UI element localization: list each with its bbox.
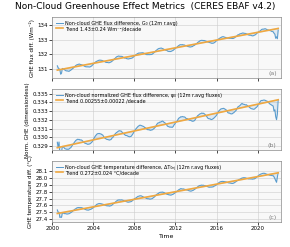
Y-axis label: Norm. GHE (dimensionless): Norm. GHE (dimensionless) bbox=[25, 82, 30, 158]
Non-cloud GHE flux difference, G₀ (12m r.avg) bbox=[276, 29, 280, 32]
Line: Non-cloud GHE flux difference, G₀ (12m r.avg): Non-cloud GHE flux difference, G₀ (12m r… bbox=[57, 29, 278, 74]
Non-cloud normalized GHE flux difference, φ₀ (12m r.avg fluxes) bbox=[139, 124, 143, 127]
Non-cloud normalized GHE flux difference, φ₀ (12m r.avg fluxes) bbox=[151, 128, 155, 131]
Trend 0.00255±0.00022 /decade bbox=[128, 130, 131, 133]
Trend 0.272±0.024 °C/decade bbox=[128, 199, 131, 202]
Trend 0.272±0.024 °C/decade bbox=[61, 211, 65, 214]
Trend 1.43±0.24 Wm⁻²/decade bbox=[139, 53, 142, 56]
Trend 0.00255±0.00022 /decade bbox=[182, 119, 185, 122]
Non-cloud GHE flux difference, G₀ (12m r.avg) bbox=[56, 64, 59, 67]
Text: Non-Cloud Greenhouse Effect Metrics  (CERES EBAF v4.2): Non-Cloud Greenhouse Effect Metrics (CER… bbox=[15, 2, 275, 11]
Trend 0.00255±0.00022 /decade bbox=[139, 128, 142, 131]
Trend 0.00255±0.00022 /decade bbox=[276, 98, 280, 101]
Y-axis label: GHE temperature diff. (°C): GHE temperature diff. (°C) bbox=[28, 155, 33, 228]
Trend 1.43±0.24 Wm⁻²/decade bbox=[61, 67, 65, 70]
Trend 0.00255±0.00022 /decade bbox=[194, 116, 198, 119]
Trend 0.00255±0.00022 /decade bbox=[56, 146, 59, 149]
Non-cloud GHE temperature difference, ΔT₀ₙⱼ (12m r.avg fluxes) bbox=[58, 216, 61, 219]
Trend 1.43±0.24 Wm⁻²/decade bbox=[56, 69, 59, 72]
Non-cloud normalized GHE flux difference, φ₀ (12m r.avg fluxes) bbox=[182, 115, 186, 118]
Trend 0.272±0.024 °C/decade bbox=[276, 171, 280, 174]
Trend 0.272±0.024 °C/decade bbox=[182, 189, 185, 192]
Trend 1.43±0.24 Wm⁻²/decade bbox=[194, 42, 198, 45]
Non-cloud GHE flux difference, G₀ (12m r.avg) bbox=[195, 42, 198, 45]
X-axis label: Time: Time bbox=[159, 234, 175, 239]
Trend 0.272±0.024 °C/decade bbox=[194, 186, 198, 189]
Y-axis label: GHE flux diff. (Wm⁻²): GHE flux diff. (Wm⁻²) bbox=[29, 19, 35, 77]
Line: Trend 0.272±0.024 °C/decade: Trend 0.272±0.024 °C/decade bbox=[57, 173, 278, 213]
Non-cloud GHE flux difference, G₀ (12m r.avg) bbox=[263, 27, 267, 30]
Non-cloud GHE temperature difference, ΔT₀ₙⱼ (12m r.avg fluxes) bbox=[195, 186, 198, 189]
Non-cloud GHE temperature difference, ΔT₀ₙⱼ (12m r.avg fluxes) bbox=[129, 200, 132, 203]
Non-cloud normalized GHE flux difference, φ₀ (12m r.avg fluxes) bbox=[62, 146, 66, 149]
Non-cloud GHE flux difference, G₀ (12m r.avg) bbox=[139, 51, 143, 54]
Non-cloud GHE flux difference, G₀ (12m r.avg) bbox=[62, 68, 66, 71]
Line: Trend 0.00255±0.00022 /decade: Trend 0.00255±0.00022 /decade bbox=[57, 100, 278, 148]
Text: (a): (a) bbox=[268, 71, 277, 76]
Non-cloud GHE temperature difference, ΔT₀ₙⱼ (12m r.avg fluxes) bbox=[151, 196, 155, 199]
Non-cloud normalized GHE flux difference, φ₀ (12m r.avg fluxes) bbox=[195, 116, 198, 119]
Trend 0.00255±0.00022 /decade bbox=[61, 145, 65, 148]
Legend: Non-cloud GHE flux difference, G₀ (12m r.avg), Trend 1.43±0.24 Wm⁻²/decade: Non-cloud GHE flux difference, G₀ (12m r… bbox=[55, 20, 178, 32]
Non-cloud GHE flux difference, G₀ (12m r.avg) bbox=[182, 43, 186, 46]
Non-cloud GHE flux difference, G₀ (12m r.avg) bbox=[129, 57, 132, 60]
Text: (c): (c) bbox=[269, 215, 277, 220]
Trend 0.272±0.024 °C/decade bbox=[151, 195, 154, 198]
Non-cloud normalized GHE flux difference, φ₀ (12m r.avg fluxes) bbox=[276, 98, 280, 101]
Non-cloud GHE temperature difference, ΔT₀ₙⱼ (12m r.avg fluxes) bbox=[182, 188, 186, 191]
Non-cloud GHE temperature difference, ΔT₀ₙⱼ (12m r.avg fluxes) bbox=[62, 212, 66, 215]
Trend 0.00255±0.00022 /decade bbox=[151, 126, 154, 129]
Trend 1.43±0.24 Wm⁻²/decade bbox=[128, 55, 131, 58]
Non-cloud normalized GHE flux difference, φ₀ (12m r.avg fluxes) bbox=[56, 141, 59, 144]
Non-cloud GHE temperature difference, ΔT₀ₙⱼ (12m r.avg fluxes) bbox=[276, 171, 280, 174]
Text: (b): (b) bbox=[268, 143, 277, 148]
Legend: Non-cloud GHE temperature difference, ΔT₀ₙⱼ (12m r.avg fluxes), Trend 0.272±0.02: Non-cloud GHE temperature difference, ΔT… bbox=[55, 164, 222, 176]
Trend 0.272±0.024 °C/decade bbox=[139, 197, 142, 200]
Trend 1.43±0.24 Wm⁻²/decade bbox=[276, 27, 280, 30]
Trend 1.43±0.24 Wm⁻²/decade bbox=[182, 45, 185, 48]
Trend 1.43±0.24 Wm⁻²/decade bbox=[151, 51, 154, 54]
Line: Trend 1.43±0.24 Wm⁻²/decade: Trend 1.43±0.24 Wm⁻²/decade bbox=[57, 28, 278, 70]
Non-cloud GHE flux difference, G₀ (12m r.avg) bbox=[59, 73, 62, 76]
Non-cloud normalized GHE flux difference, φ₀ (12m r.avg fluxes) bbox=[129, 135, 132, 138]
Line: Non-cloud normalized GHE flux difference, φ₀ (12m r.avg fluxes): Non-cloud normalized GHE flux difference… bbox=[57, 100, 278, 156]
Non-cloud GHE temperature difference, ΔT₀ₙⱼ (12m r.avg fluxes) bbox=[139, 194, 143, 197]
Trend 0.272±0.024 °C/decade bbox=[56, 212, 59, 215]
Line: Non-cloud GHE temperature difference, ΔT₀ₙⱼ (12m r.avg fluxes): Non-cloud GHE temperature difference, ΔT… bbox=[57, 173, 278, 218]
Non-cloud GHE temperature difference, ΔT₀ₙⱼ (12m r.avg fluxes) bbox=[56, 208, 59, 211]
Non-cloud normalized GHE flux difference, φ₀ (12m r.avg fluxes) bbox=[58, 155, 61, 158]
Non-cloud GHE flux difference, G₀ (12m r.avg) bbox=[151, 52, 155, 55]
Legend: Non-cloud normalized GHE flux difference, φ₀ (12m r.avg fluxes), Trend 0.00255±0: Non-cloud normalized GHE flux difference… bbox=[55, 92, 223, 104]
